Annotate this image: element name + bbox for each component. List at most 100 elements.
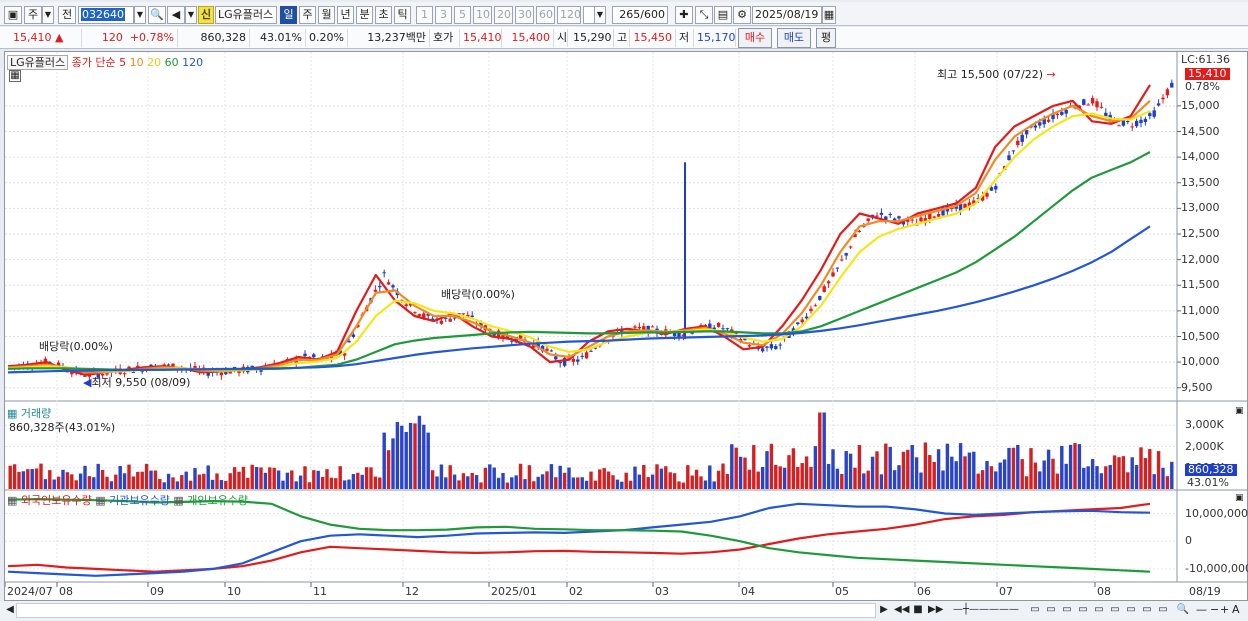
tab-month[interactable]: 월	[318, 6, 335, 24]
prev-button[interactable]: 전	[58, 6, 76, 24]
window-icon[interactable]: ▣	[4, 6, 22, 24]
interval-20[interactable]: 20	[494, 6, 513, 24]
tab-year[interactable]: 년	[337, 6, 354, 24]
interval-10[interactable]: 10	[473, 6, 492, 24]
volume-bar	[576, 477, 580, 489]
candle-body	[800, 319, 804, 323]
volume-bar	[439, 464, 444, 489]
volume-panel-close-icon[interactable]: ▣	[1235, 406, 1244, 416]
layout-icon-3[interactable]: ▭	[1062, 604, 1072, 615]
tab-tick[interactable]: 틱	[394, 6, 411, 24]
interval-30[interactable]: 30	[515, 6, 534, 24]
layout-icon-2[interactable]: ▭	[1046, 604, 1056, 615]
panel-toggle-icon[interactable]: ▦	[9, 70, 21, 82]
fast-forward-icon[interactable]: ▶▶	[928, 604, 944, 615]
volume-bar	[448, 465, 452, 489]
interval-5[interactable]: 5	[454, 6, 471, 24]
holdings-panel-close-icon[interactable]: ▣	[1235, 493, 1244, 503]
high-price: 15,450	[630, 29, 676, 47]
layout-icon-6[interactable]: ▭	[1110, 604, 1120, 615]
candle-settings-icon[interactable]: ✚	[675, 6, 693, 24]
volume-bar	[1038, 471, 1042, 489]
date-input[interactable]: 2025/08/19	[752, 6, 822, 24]
volume-bar	[1082, 467, 1086, 489]
candle-body	[932, 216, 936, 218]
volume-bar	[646, 477, 650, 489]
bar-count-input[interactable]: 265/600	[612, 6, 668, 24]
x-axis-label: 02	[569, 585, 583, 598]
layout-icon-7[interactable]: ▭	[1126, 604, 1136, 615]
volume-bar	[571, 477, 576, 489]
interval-60[interactable]: 60	[536, 6, 555, 24]
chart-type-select[interactable]: 주	[24, 6, 42, 24]
text-size-icon[interactable]: A	[1232, 603, 1240, 616]
stock-code-input[interactable]: 032640	[78, 6, 134, 24]
zoom-search-icon[interactable]: 🔍	[1176, 604, 1190, 615]
volume-bar	[598, 469, 602, 489]
volume-bar	[712, 481, 716, 489]
scroll-left-icon[interactable]: ◀	[6, 604, 14, 615]
tab-minute[interactable]: 분	[356, 6, 373, 24]
candle-body	[892, 218, 897, 221]
zoom-minus-icon[interactable]: −	[1210, 603, 1220, 616]
volume-bar	[140, 471, 144, 489]
scroll-right-icon[interactable]: ▶	[880, 604, 888, 615]
buy-button[interactable]: 매수	[738, 28, 772, 48]
candle-body	[747, 345, 752, 347]
candle-body	[884, 216, 888, 220]
candle-body	[637, 326, 642, 329]
chart-canvas[interactable]	[5, 52, 1248, 602]
x-axis-label: 04	[741, 585, 755, 598]
layout-icon-4[interactable]: ▭	[1078, 604, 1088, 615]
gear-icon[interactable]: ⚙	[733, 6, 751, 24]
volume-bar	[690, 475, 694, 489]
stop-icon[interactable]: ■	[913, 604, 923, 615]
chart-area[interactable]: LG유플러스 종가 단순 5 10 20 60 120 ▦ LC:61.36 1…	[4, 51, 1248, 601]
interval-dropdown-icon[interactable]: ▼	[594, 6, 606, 24]
interval-1[interactable]: 1	[416, 6, 433, 24]
speaker-dropdown-icon[interactable]: ▼	[185, 6, 197, 24]
candle-body	[804, 316, 809, 319]
volume-bar	[730, 444, 734, 489]
tab-second[interactable]: 초	[375, 6, 392, 24]
volume-bar	[426, 432, 430, 489]
volume-bar	[430, 470, 435, 489]
volume-bar	[870, 456, 875, 489]
candle-body	[505, 336, 510, 339]
sell-button[interactable]: 매도	[777, 28, 811, 48]
layout-icon-9[interactable]: ▭	[1158, 604, 1168, 615]
zoom-plus-icon[interactable]: +	[1220, 603, 1230, 616]
candle-body	[166, 364, 171, 366]
candle-body	[1082, 99, 1086, 105]
chevron-down-icon[interactable]: ▼	[42, 6, 54, 24]
layout-icon-1[interactable]: ▭	[1030, 604, 1040, 615]
calendar-icon[interactable]: ▦	[822, 6, 836, 24]
interval-3[interactable]: 3	[435, 6, 452, 24]
zoom-out-icon[interactable]: —	[1196, 603, 1207, 616]
zoom-slider[interactable]: —┼—————	[952, 604, 1020, 615]
save-icon[interactable]: ▤	[714, 6, 732, 24]
scrollbar-track[interactable]	[16, 603, 876, 618]
tab-week[interactable]: 주	[299, 6, 316, 24]
eval-button[interactable]: 평	[816, 28, 836, 48]
drawing-tool-icon[interactable]: ⤡	[695, 6, 713, 24]
volume-bar	[994, 471, 998, 489]
rewind-icon[interactable]: ◀◀	[894, 604, 910, 615]
candle-body	[1090, 97, 1095, 104]
tab-day[interactable]: 일	[280, 6, 297, 24]
volume-bar	[703, 480, 708, 489]
ma-20-label: 20	[147, 56, 162, 69]
code-dropdown-icon[interactable]: ▼	[134, 6, 146, 24]
interval-120[interactable]: 120	[557, 6, 581, 24]
layout-icon-5[interactable]: ▭	[1094, 604, 1104, 615]
volume-bar	[184, 471, 188, 489]
candle-body	[378, 285, 382, 288]
volume-bar	[774, 464, 778, 489]
volume-y-tick: 2,000K	[1185, 439, 1224, 453]
search-icon[interactable]: 🔍	[148, 6, 166, 24]
speaker-icon[interactable]: ◀	[167, 6, 185, 24]
ma-title: 종가 단순	[71, 56, 116, 69]
layout-icon-8[interactable]: ▭	[1142, 604, 1152, 615]
stock-label[interactable]: LG유플러스	[7, 55, 69, 70]
price-y-tick: 12,500	[1181, 227, 1220, 240]
